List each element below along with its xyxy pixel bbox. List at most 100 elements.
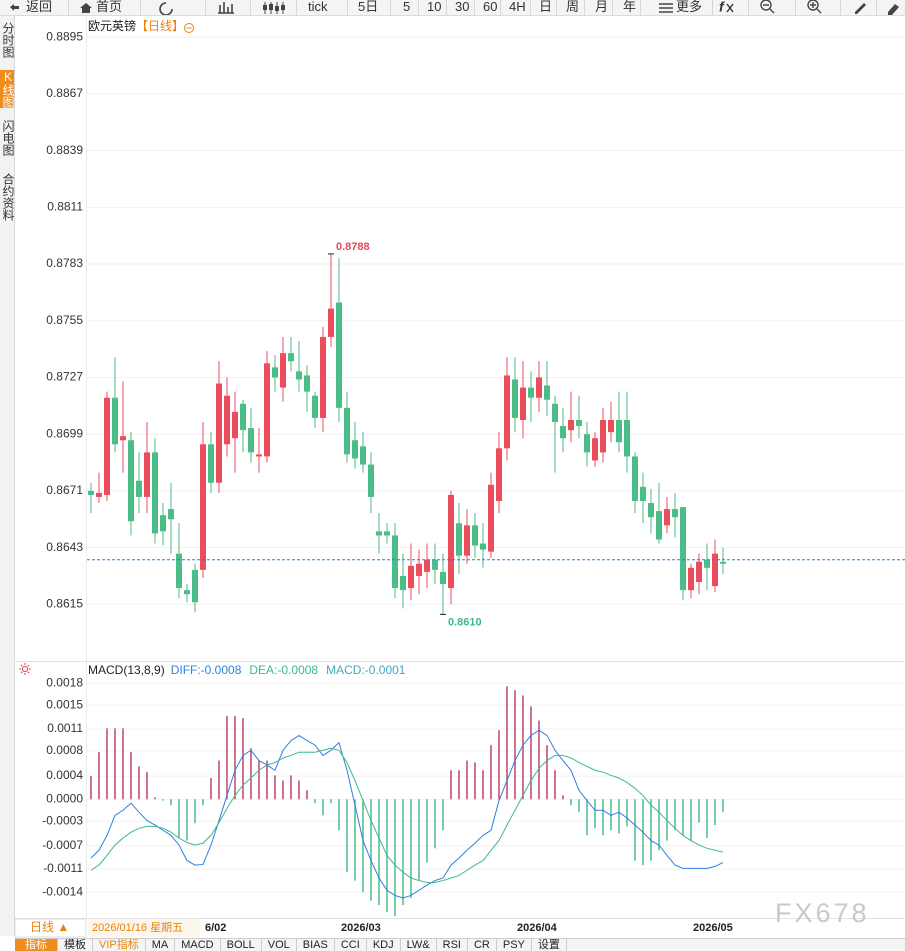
macd-bar (450, 770, 452, 800)
y-tick-label: 0.8727 (46, 370, 83, 384)
macd-bar (706, 799, 708, 838)
indicator-tab[interactable]: 设置 (532, 939, 567, 951)
toolbar-button[interactable]: 5 (403, 0, 411, 14)
candle-body (568, 419, 574, 431)
indicator-tab[interactable]: KDJ (367, 939, 401, 951)
macd-bar (170, 799, 172, 806)
y-tick-label: -0.0011 (43, 861, 83, 875)
toolbar-button[interactable]: 4H (509, 0, 526, 14)
macd-bar (218, 760, 220, 800)
macd-bar (442, 799, 444, 831)
macd-bar (90, 776, 92, 800)
macd-bar (690, 799, 692, 841)
macd-bar (522, 695, 524, 800)
toolbar-button[interactable]: 30 (455, 0, 470, 14)
indicator-tab[interactable]: VOL (262, 939, 297, 951)
macd-bar (154, 797, 156, 800)
indicator-tab[interactable]: RSI (437, 939, 468, 951)
crosshair-label: 2026/01/16 星期五 (92, 921, 183, 934)
home-icon[interactable] (80, 3, 92, 13)
indicator-tab[interactable]: VIP指标 (93, 939, 146, 951)
candle-body (160, 515, 166, 532)
candle-body (720, 561, 726, 564)
candle-body (112, 397, 118, 445)
y-tick-label: 0.0000 (46, 791, 83, 805)
candle-body (496, 448, 502, 501)
toolbar-button[interactable]: 10 (427, 0, 442, 14)
toolbar-button[interactable]: 周 (566, 0, 580, 14)
indicator-tab[interactable]: 指标 (15, 939, 58, 951)
more-icon[interactable] (659, 3, 673, 13)
macd-header: MACD(13,8,9) DIFF:-0.0008 DEA:-0.0008 MACD… (19, 663, 406, 677)
y-tick-label: 0.0008 (46, 743, 83, 757)
candle-body (424, 559, 430, 572)
sidebar-tab[interactable]: 闪电图 (1, 120, 15, 156)
sidebar-tab[interactable]: K线图 (0, 70, 15, 108)
fx-icon[interactable]: f (719, 0, 725, 15)
macd-bar (682, 799, 684, 836)
candle-body (536, 377, 542, 398)
macd-bar (266, 760, 268, 800)
indicator-icon[interactable] (22, 666, 28, 672)
toolbar-button[interactable]: 返回 (26, 0, 53, 14)
candle-body (264, 363, 270, 457)
toolbar-button[interactable]: 年 (623, 0, 637, 14)
erase-icon[interactable] (888, 4, 899, 15)
sidebar-tab[interactable]: 分时图 (1, 22, 15, 58)
toolbar-button[interactable]: 60 (483, 0, 498, 14)
candle-body (376, 531, 382, 536)
indicator-title: MACD(13,8,9) (88, 663, 165, 677)
indicator-tab[interactable]: MA (146, 939, 176, 951)
date-axis: 6/02 2026/03 2026/04 2026/05 (205, 922, 733, 934)
macd-bar (202, 799, 204, 806)
toolbar-button[interactable]: 日 (539, 0, 553, 14)
period-label[interactable]: 日线 ▲ (30, 920, 69, 934)
macd-bar (234, 716, 236, 800)
y-tick-label: 0.0018 (46, 675, 83, 689)
period-box[interactable] (14, 918, 87, 938)
back-icon[interactable] (10, 4, 19, 11)
sidebar: 分时图 K线图闪电图合约资料 (0, 16, 15, 936)
indicator-tab[interactable]: 模板 (58, 939, 93, 951)
toolbar-button[interactable]: tick (308, 0, 328, 14)
indicator-tab[interactable]: CR (468, 939, 497, 951)
draw-icon[interactable] (855, 3, 866, 14)
candle-body (560, 426, 566, 439)
indicator-tab[interactable]: MACD (175, 939, 221, 951)
macd-bar (426, 799, 428, 863)
collapse-icon[interactable] (184, 23, 195, 33)
y-tick-label: -0.0003 (42, 813, 83, 827)
legend-entry: MACD:-0.0001 (326, 663, 406, 677)
indicator-tab[interactable]: PSY (497, 939, 532, 951)
toolbar-button[interactable]: 月 (595, 0, 609, 14)
indicator-tab[interactable]: CCI (335, 939, 367, 951)
toolbar-button[interactable]: 首页 (96, 0, 123, 14)
macd-bar (194, 799, 196, 824)
toolbar-button[interactable]: 5日 (358, 0, 379, 14)
x-tick-label: 2026/03 (341, 922, 381, 934)
candle-body (464, 525, 470, 556)
macd-bar (394, 799, 396, 917)
sidebar-tab[interactable]: 合约资料 (1, 173, 15, 221)
bars-icon[interactable] (218, 2, 234, 14)
macd-bar (178, 799, 180, 838)
macd-bar (274, 775, 276, 800)
zoom-in-icon[interactable] (807, 0, 819, 11)
refresh-icon[interactable] (159, 2, 173, 15)
candle-body (656, 511, 662, 540)
indicator-tab[interactable]: LW& (401, 939, 437, 951)
candle-body (672, 509, 678, 518)
indicator-tab[interactable]: BIAS (297, 939, 335, 951)
macd-bar (210, 778, 212, 800)
candle-body (472, 525, 478, 546)
candles-icon[interactable] (264, 2, 284, 14)
macd-bar (458, 770, 460, 800)
toolbar-separator (418, 0, 419, 15)
candle-body (664, 509, 670, 526)
candles-icon-body (263, 5, 267, 10)
indicator-tab[interactable]: BOLL (221, 939, 262, 951)
zoom-out-icon[interactable] (760, 0, 772, 11)
toolbar-button[interactable]: 更多 (676, 0, 703, 14)
candle-body (184, 590, 190, 595)
